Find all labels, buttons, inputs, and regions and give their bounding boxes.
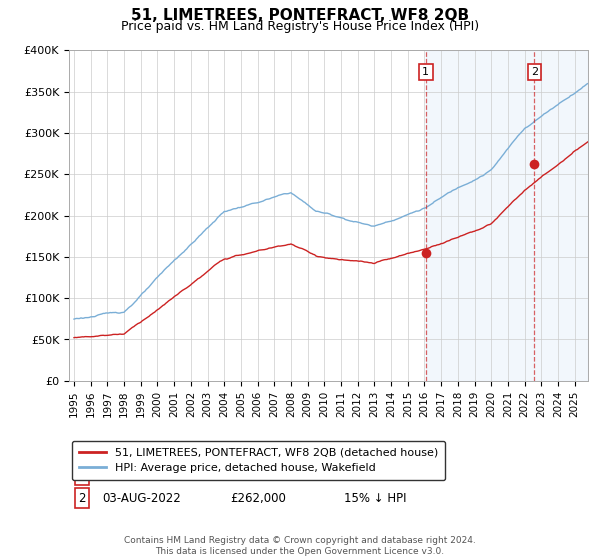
Text: 51, LIMETREES, PONTEFRACT, WF8 2QB: 51, LIMETREES, PONTEFRACT, WF8 2QB xyxy=(131,8,469,24)
Text: 03-AUG-2022: 03-AUG-2022 xyxy=(103,492,181,505)
Text: 2: 2 xyxy=(531,67,538,77)
Text: £262,000: £262,000 xyxy=(230,492,286,505)
Legend: 51, LIMETREES, PONTEFRACT, WF8 2QB (detached house), HPI: Average price, detache: 51, LIMETREES, PONTEFRACT, WF8 2QB (deta… xyxy=(72,441,445,480)
Text: 26% ↓ HPI: 26% ↓ HPI xyxy=(344,469,407,482)
Text: Contains HM Land Registry data © Crown copyright and database right 2024.
This d: Contains HM Land Registry data © Crown c… xyxy=(124,536,476,556)
Text: 15% ↓ HPI: 15% ↓ HPI xyxy=(344,492,407,505)
Text: 1: 1 xyxy=(78,469,86,482)
Text: 29-JAN-2016: 29-JAN-2016 xyxy=(103,469,177,482)
Text: £155,000: £155,000 xyxy=(230,469,286,482)
Bar xyxy=(426,50,588,381)
Text: Price paid vs. HM Land Registry's House Price Index (HPI): Price paid vs. HM Land Registry's House … xyxy=(121,20,479,32)
Text: 2: 2 xyxy=(78,492,86,505)
Text: 1: 1 xyxy=(422,67,429,77)
